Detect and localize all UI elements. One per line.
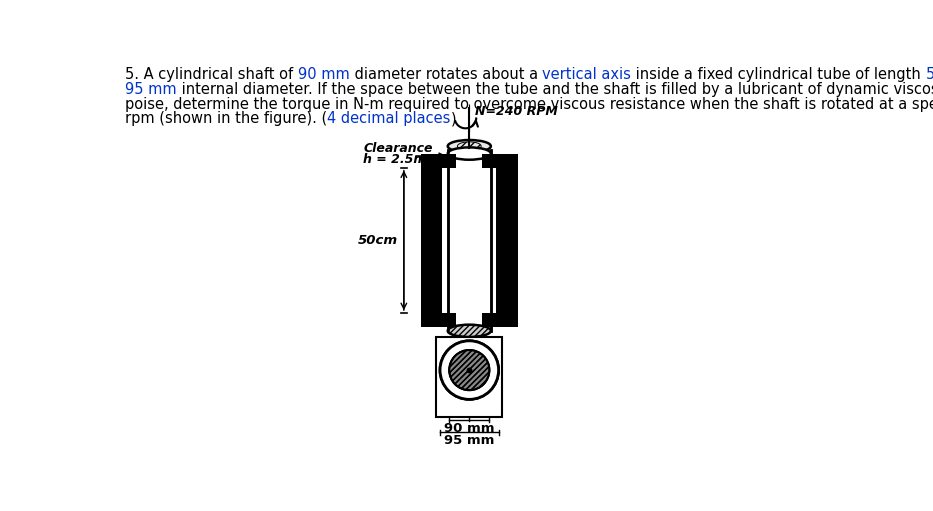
Text: 95 mm: 95 mm [125,82,176,97]
Ellipse shape [448,147,491,160]
Text: rpm (shown in the figure). (: rpm (shown in the figure). ( [125,111,327,126]
Ellipse shape [448,140,491,152]
Circle shape [450,350,489,390]
Circle shape [450,350,489,390]
Bar [421,154,456,168]
Text: vertical axis: vertical axis [542,67,632,82]
Bar [482,313,518,327]
Bar [482,154,518,168]
Bar [496,168,518,313]
Text: 50 cm: 50 cm [926,67,933,82]
Text: inside a fixed cylindrical tube of length: inside a fixed cylindrical tube of lengt… [632,67,926,82]
Text: 50cm: 50cm [357,234,397,247]
Text: internal diameter. If the space between the tube and the shaft is filled by a lu: internal diameter. If the space between … [176,82,933,97]
Bar [448,150,491,331]
Text: 5. A cylindrical shaft of: 5. A cylindrical shaft of [125,67,298,82]
Text: 4 decimal places: 4 decimal places [327,111,451,126]
Text: Clearance: Clearance [363,142,433,155]
Circle shape [440,341,498,400]
Text: h = 2.5mm: h = 2.5mm [363,153,439,166]
Text: diameter rotates about a: diameter rotates about a [350,67,542,82]
Text: 90 mm: 90 mm [298,67,350,82]
Text: N=240 RPM: N=240 RPM [476,105,558,118]
Text: poise, determine the torque in N-m required to overcome viscous resistance when : poise, determine the torque in N-m requi… [125,97,933,112]
Text: 90 mm: 90 mm [444,422,494,435]
Bar [437,337,502,417]
Ellipse shape [448,324,491,337]
Circle shape [440,341,498,400]
Text: ): ) [451,111,456,126]
Bar [421,313,456,327]
Bar [421,168,442,313]
Text: 95 mm: 95 mm [444,434,494,447]
